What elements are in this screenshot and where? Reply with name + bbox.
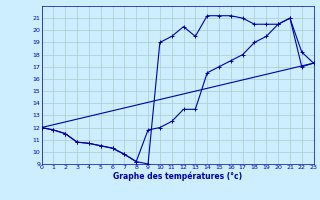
- X-axis label: Graphe des températures (°c): Graphe des températures (°c): [113, 172, 242, 181]
